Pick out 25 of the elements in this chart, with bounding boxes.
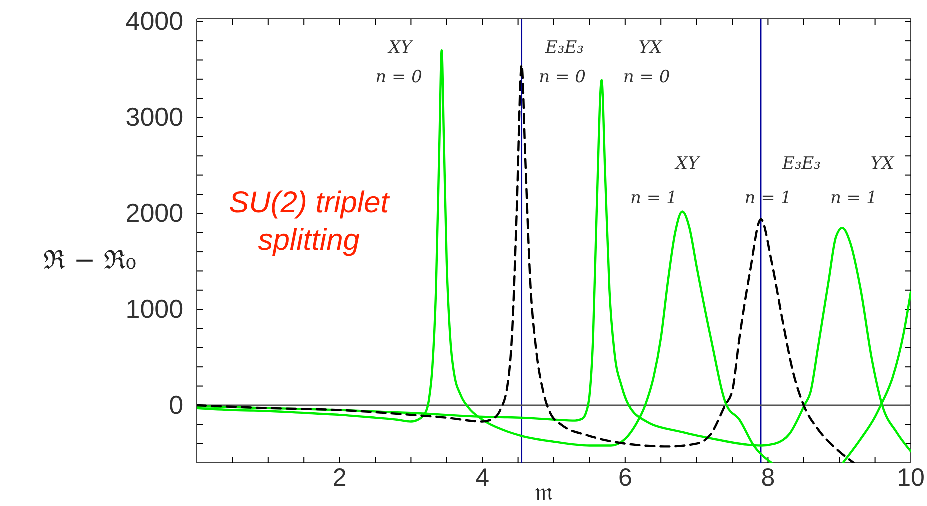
x-tick-label: 6	[618, 464, 632, 492]
x-axis-title: 𝔪	[535, 478, 553, 506]
y-tick-label: 0	[169, 390, 184, 420]
y-axis-title: ℜ − ℜ₀	[44, 246, 136, 276]
y-tick-label: 1000	[126, 294, 184, 324]
x-tick-label: 2	[332, 464, 347, 492]
y-tick-label: 4000	[126, 6, 184, 36]
y-tick-label: 2000	[126, 198, 184, 228]
annotation: XY	[674, 154, 701, 174]
x-tick-label: 4	[476, 464, 490, 492]
annotation: n = 1	[630, 188, 678, 208]
annotation: n = 1	[830, 188, 878, 208]
annotation: n = 0	[623, 67, 670, 88]
annotation: n = 1	[744, 188, 792, 208]
annotation: SU(2) triplet splitting	[229, 186, 391, 258]
annotation: n = 0	[539, 67, 586, 88]
y-tick-label: 3000	[126, 102, 184, 132]
annotation: E₃E₃	[782, 154, 822, 174]
x-tick-label: 10	[897, 464, 925, 492]
annotation: YX	[638, 38, 663, 58]
annotation: n = 0	[376, 67, 423, 88]
x-tick-label: 8	[761, 464, 776, 492]
annotation: XY	[386, 38, 414, 58]
annotation: YX	[870, 154, 895, 174]
annotation: E₃E₃	[544, 38, 584, 58]
